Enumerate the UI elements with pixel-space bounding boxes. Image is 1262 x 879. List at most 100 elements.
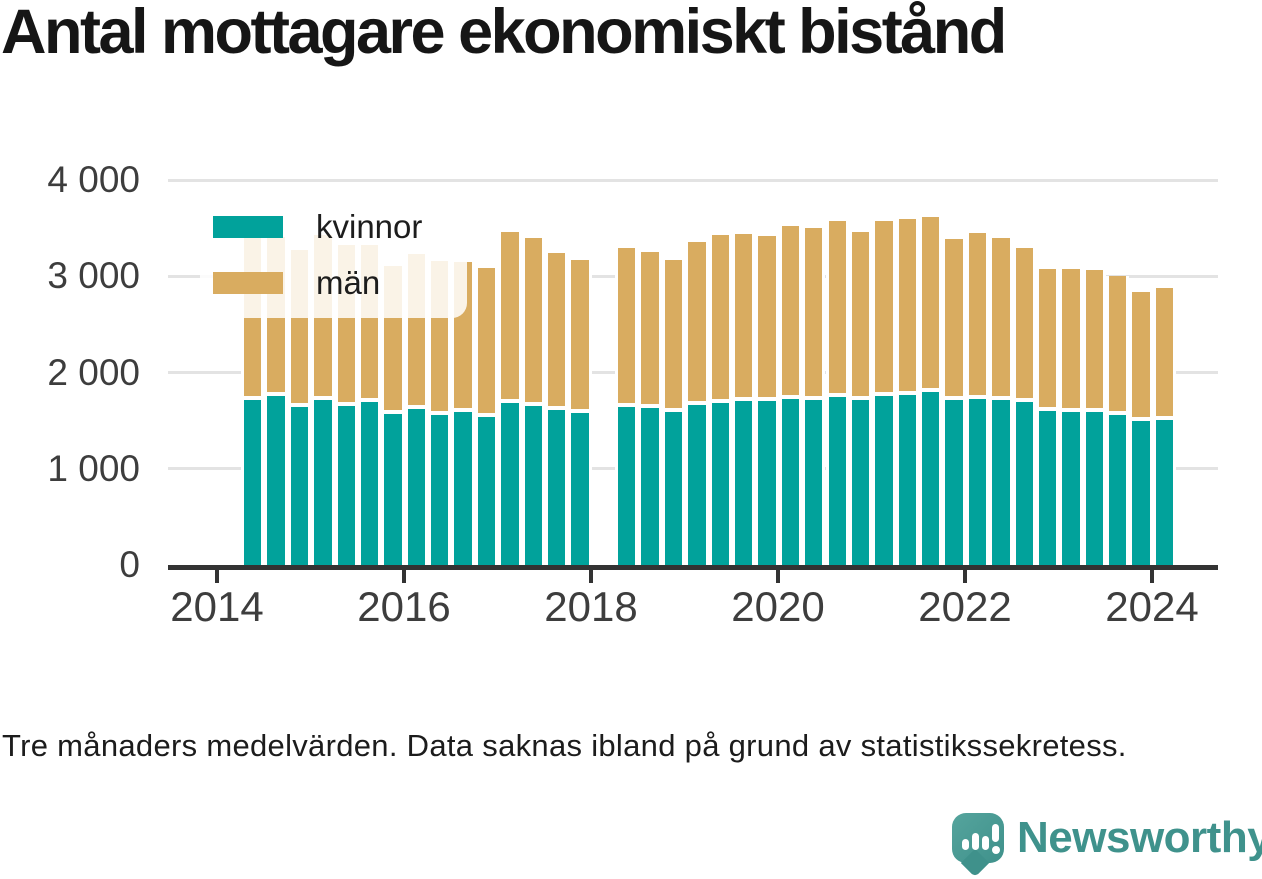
bar-segment-kvinnor-2018-Q4	[661, 412, 686, 565]
x-tick-label: 2016	[357, 583, 451, 630]
logo-bubble-tail	[960, 848, 990, 878]
gridline-4000	[168, 178, 1218, 182]
bar-segment-man-2017-Q1	[498, 231, 522, 400]
bar-segment-kvinnor-2020-Q2	[802, 399, 826, 565]
footnote: Tre månaders medelvärden. Data saknas ib…	[2, 728, 1127, 763]
bar-segment-kvinnor-2023-Q4	[1129, 421, 1153, 565]
bar-segment-kvinnor-2021-Q1	[872, 396, 896, 565]
bar-segment-kvinnor-2015-Q3	[357, 402, 382, 565]
legend-swatch-man	[213, 271, 283, 294]
bar-segment-kvinnor-2016-Q2	[428, 415, 452, 565]
logo-exclamation-dot-icon	[991, 846, 1000, 854]
newsworthy-logo: Newsworthy	[952, 813, 1262, 878]
bar-segment-kvinnor-2014-Q2	[241, 399, 265, 565]
bar-segment-kvinnor-2017-Q2	[521, 406, 545, 565]
bar-segment-kvinnor-2021-Q3	[919, 391, 943, 565]
bar-segment-kvinnor-2022-Q2	[989, 399, 1013, 565]
bar-segment-kvinnor-2015-Q1	[311, 400, 335, 565]
legend-item-man: män	[213, 266, 467, 299]
y-tick-label: 1 000	[47, 447, 140, 489]
legend: kvinnor män	[200, 196, 467, 318]
legend-label-kvinnor: kvinnor	[316, 208, 423, 245]
bar-segment-kvinnor-2018-Q2	[615, 406, 639, 565]
bar-segment-man-2019-Q1	[685, 241, 709, 401]
logo-bar-icon	[972, 833, 979, 850]
bar-segment-man-2018-Q2	[615, 248, 639, 403]
bar-segment-kvinnor-2024-Q1	[1152, 420, 1177, 565]
bar-segment-kvinnor-2019-Q3	[731, 400, 756, 565]
x-axis-tick	[1150, 570, 1154, 583]
bar-segment-kvinnor-2015-Q4	[381, 413, 405, 565]
bar-segment-kvinnor-2014-Q3	[264, 395, 288, 565]
bar-segment-kvinnor-2019-Q1	[685, 404, 709, 565]
bar-segment-kvinnor-2016-Q3	[451, 412, 475, 565]
x-tick-label: 2014	[170, 583, 264, 630]
x-tick-label: 2024	[1105, 583, 1199, 630]
bar-segment-kvinnor-2022-Q3	[1012, 402, 1036, 565]
chart-title: Antal mottagare ekonomiskt bistånd	[1, 0, 1007, 67]
bar-segment-man-2023-Q4	[1129, 291, 1153, 418]
bar-segment-kvinnor-2022-Q4	[1035, 411, 1060, 565]
x-axis-tick	[215, 570, 219, 583]
logo-exclamation-icon	[992, 824, 999, 842]
bar-segment-man-2022-Q3	[1012, 247, 1036, 399]
bar-segment-kvinnor-2023-Q3	[1106, 414, 1130, 565]
logo-bar-icon	[982, 836, 989, 850]
x-axis-tick	[402, 570, 406, 583]
bar-segment-man-2020-Q2	[802, 227, 826, 396]
y-tick-label: 4 000	[47, 159, 140, 200]
newsworthy-logo-icon	[952, 813, 1004, 878]
bar-segment-kvinnor-2020-Q4	[848, 399, 873, 565]
bar-segment-kvinnor-2018-Q3	[638, 408, 662, 565]
legend-label-man: män	[316, 264, 381, 301]
bar-segment-man-2022-Q2	[989, 237, 1013, 396]
bar-segment-kvinnor-2021-Q2	[895, 395, 919, 565]
bar-segment-man-2024-Q1	[1152, 287, 1177, 417]
x-tick-label: 2018	[544, 583, 638, 630]
bar-segment-kvinnor-2016-Q4	[474, 417, 499, 565]
x-axis-tick	[776, 570, 780, 583]
newsworthy-logo-text: Newsworthy	[1017, 813, 1262, 862]
bar-segment-man-2017-Q4	[568, 259, 592, 409]
bar-segment-kvinnor-2022-Q1	[965, 398, 990, 565]
bar-segment-man-2017-Q3	[544, 252, 569, 407]
x-axis-line	[168, 565, 1218, 570]
y-tick-label: 2 000	[47, 351, 140, 393]
x-tick-label: 2020	[731, 583, 825, 630]
x-tick-label: 2022	[918, 583, 1012, 630]
bar-segment-man-2023-Q1	[1059, 269, 1083, 409]
bar-segment-man-2018-Q3	[638, 252, 662, 405]
bar-segment-man-2020-Q3	[825, 221, 849, 393]
bar-segment-man-2020-Q1	[778, 225, 803, 395]
bar-segment-man-2019-Q2	[708, 234, 732, 400]
bar-segment-kvinnor-2020-Q3	[825, 396, 849, 565]
legend-item-kvinnor: kvinnor	[213, 210, 467, 243]
bar-segment-man-2019-Q3	[731, 234, 756, 397]
bar-segment-man-2021-Q4	[942, 238, 966, 396]
bar-segment-kvinnor-2023-Q1	[1059, 412, 1083, 565]
x-axis-tick	[589, 570, 593, 583]
plot-area: kvinnor män	[168, 178, 1218, 565]
bar-segment-kvinnor-2017-Q3	[544, 410, 569, 565]
bar-segment-man-2018-Q4	[661, 259, 686, 408]
bar-segment-man-2020-Q4	[848, 231, 873, 396]
bar-segment-kvinnor-2023-Q2	[1082, 412, 1107, 565]
bar-segment-kvinnor-2015-Q2	[334, 405, 358, 565]
bar-segment-man-2022-Q4	[1035, 269, 1060, 408]
bar-segment-man-2016-Q4	[474, 268, 499, 414]
bar-segment-kvinnor-2016-Q1	[404, 408, 429, 565]
bar-segment-man-2021-Q3	[919, 217, 943, 388]
bar-segment-kvinnor-2019-Q2	[708, 403, 732, 565]
bar-segment-kvinnor-2017-Q4	[568, 412, 592, 565]
bar-segment-kvinnor-2019-Q4	[755, 400, 779, 565]
bar-segment-man-2021-Q1	[872, 221, 896, 393]
bar-segment-man-2022-Q1	[965, 233, 990, 395]
legend-swatch-kvinnor	[213, 215, 283, 238]
bar-segment-kvinnor-2020-Q1	[778, 398, 803, 565]
bar-segment-man-2023-Q3	[1106, 276, 1130, 411]
logo-bar-icon	[962, 839, 969, 850]
bar-segment-kvinnor-2014-Q4	[287, 407, 312, 565]
y-tick-label: 0	[119, 544, 140, 585]
bar-segment-man-2021-Q2	[895, 219, 919, 392]
bar-segment-kvinnor-2021-Q4	[942, 399, 966, 565]
